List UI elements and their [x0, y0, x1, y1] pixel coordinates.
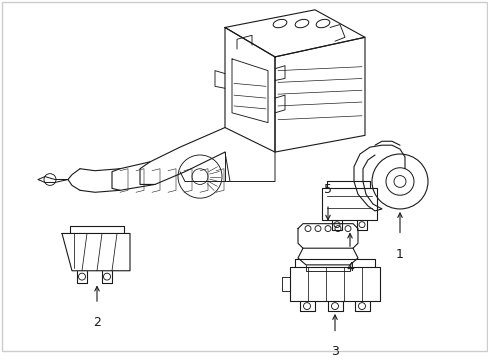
Text: 5: 5	[324, 183, 331, 196]
Text: 2: 2	[93, 316, 101, 329]
Text: 3: 3	[330, 345, 338, 358]
Text: 1: 1	[395, 248, 403, 261]
Text: 4: 4	[346, 261, 353, 274]
